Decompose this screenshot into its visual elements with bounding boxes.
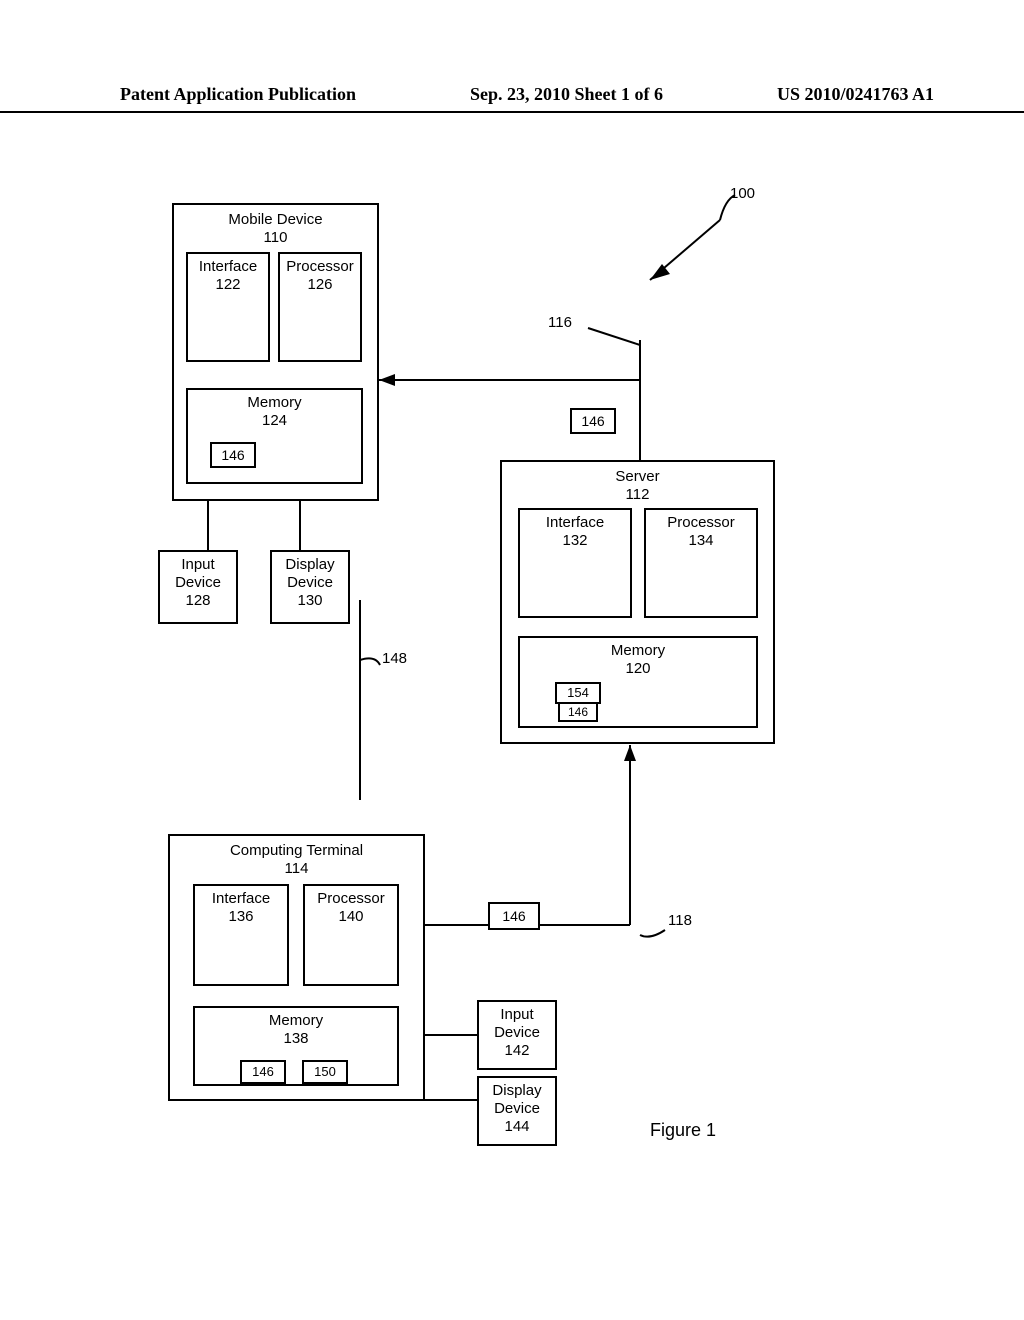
t-display-title: Display — [479, 1082, 555, 1101]
sv-memory-box: Memory 120 — [518, 636, 758, 728]
md-mem-inner-box: 146 — [210, 442, 256, 468]
sv-memory-num: 120 — [520, 660, 756, 679]
terminal-title: Computing Terminal — [170, 842, 423, 861]
md-interface-title: Interface — [188, 258, 268, 277]
figure-label: Figure 1 — [650, 1120, 716, 1141]
ref-148-label: 148 — [382, 650, 407, 667]
md-memory-box: Memory 124 — [186, 388, 363, 484]
server-title: Server — [502, 468, 773, 487]
t-memory-box: Memory 138 — [193, 1006, 399, 1086]
md-input-num: 128 — [160, 592, 236, 611]
t-processor-box: Processor 140 — [303, 884, 399, 986]
net116-inner-box: 146 — [570, 408, 616, 434]
sv-processor-num: 134 — [646, 532, 756, 551]
sv-interface-num: 132 — [520, 532, 630, 551]
ref-116-label: 116 — [548, 314, 572, 331]
md-interface-num: 122 — [188, 276, 268, 295]
t-display-num: 144 — [479, 1118, 555, 1137]
ref-100-label: 100 — [730, 185, 755, 202]
sv-interface-box: Interface 132 — [518, 508, 632, 618]
md-display-num: 130 — [272, 592, 348, 611]
net118-inner-box: 146 — [488, 902, 540, 930]
mobile-device-num: 110 — [174, 229, 377, 248]
md-display-sub: Device — [272, 574, 348, 593]
t-mem-inner2-box: 150 — [302, 1060, 348, 1084]
sv-memory-title: Memory — [520, 642, 756, 661]
sv-interface-title: Interface — [520, 514, 630, 533]
md-processor-box: Processor 126 — [278, 252, 362, 362]
sv-mem-inner2-box: 146 — [558, 702, 598, 722]
t-memory-num: 138 — [195, 1030, 397, 1049]
mobile-device-title: Mobile Device — [174, 211, 377, 230]
t-interface-num: 136 — [195, 908, 287, 927]
sv-processor-title: Processor — [646, 514, 756, 533]
sv-processor-box: Processor 134 — [644, 508, 758, 618]
md-processor-title: Processor — [280, 258, 360, 277]
t-input-box: Input Device 142 — [477, 1000, 557, 1070]
t-input-sub: Device — [479, 1024, 555, 1043]
sv-mem-inner1-box: 154 — [555, 682, 601, 704]
md-display-box: Display Device 130 — [270, 550, 350, 624]
t-display-box: Display Device 144 — [477, 1076, 557, 1146]
md-display-title: Display — [272, 556, 348, 575]
t-display-sub: Device — [479, 1100, 555, 1119]
t-processor-title: Processor — [305, 890, 397, 909]
t-interface-box: Interface 136 — [193, 884, 289, 986]
t-interface-title: Interface — [195, 890, 287, 909]
t-mem-inner1-box: 146 — [240, 1060, 286, 1084]
md-interface-box: Interface 122 — [186, 252, 270, 362]
t-processor-num: 140 — [305, 908, 397, 927]
ref-118-label: 118 — [668, 912, 692, 929]
md-processor-num: 126 — [280, 276, 360, 295]
page: Patent Application Publication Sep. 23, … — [0, 0, 1024, 1320]
md-input-box: Input Device 128 — [158, 550, 238, 624]
terminal-num: 114 — [170, 860, 423, 879]
md-memory-title: Memory — [188, 394, 361, 413]
md-input-title: Input — [160, 556, 236, 575]
t-input-title: Input — [479, 1006, 555, 1025]
t-input-num: 142 — [479, 1042, 555, 1061]
t-memory-title: Memory — [195, 1012, 397, 1031]
server-num: 112 — [502, 486, 773, 505]
md-input-sub: Device — [160, 574, 236, 593]
md-memory-num: 124 — [188, 412, 361, 431]
